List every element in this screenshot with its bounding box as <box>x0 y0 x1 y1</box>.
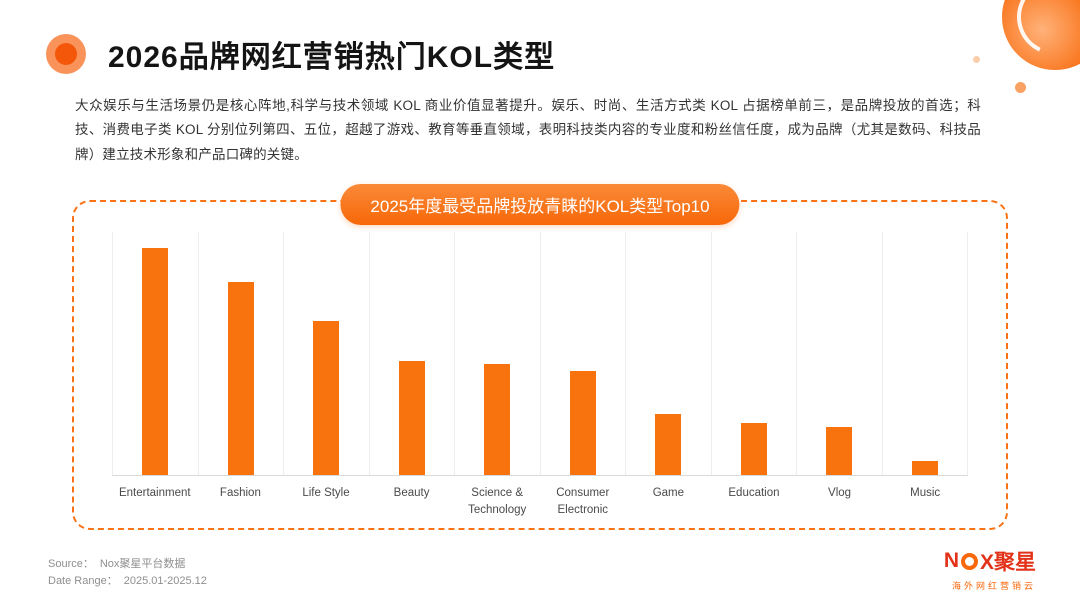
source-row: Source： Nox聚星平台数据 <box>48 556 207 573</box>
chart-cell-music <box>881 232 968 475</box>
chart-cell-science-technology <box>454 232 540 475</box>
chart-cell-life-style <box>283 232 369 475</box>
chart-label-science-technology: Science & Technology <box>468 487 527 517</box>
bar-entertainment <box>142 247 169 475</box>
chart-cell-fashion <box>197 232 284 475</box>
decoration-dot <box>1015 82 1026 93</box>
decoration-dot-small <box>973 56 980 63</box>
source-value: Nox聚星平台数据 <box>99 557 186 570</box>
chart-cell-consumer-electronic <box>539 232 626 475</box>
chart-cell-beauty <box>368 232 455 475</box>
bar-consumer-electronic <box>569 370 596 475</box>
bar-chart: Entertainment Fashion Life Style Beauty Scie… <box>112 232 968 520</box>
chart-label-entertainment: Entertainment <box>118 487 191 499</box>
intro-paragraph: 大众娱乐与生活场景仍是核心阵地,科学与技术领域 KOL 商业价值显著提升。娱乐、… <box>75 98 981 162</box>
chart-label-education: Education <box>728 487 780 499</box>
title-bullet-icon <box>46 34 86 74</box>
bar-chart-labels: Entertainment Fashion Life Style Beauty Scie… <box>112 476 968 520</box>
logo-suffix: X聚星 <box>979 551 1036 574</box>
footer: Source： Nox聚星平台数据 Date Range： 2025.01-2025… <box>48 556 207 590</box>
bar-music <box>911 461 938 475</box>
date-range-value: 2025.01-2025.12 <box>123 574 207 587</box>
chart-label-vlog: Vlog <box>828 487 852 499</box>
bar-science-technology <box>484 363 511 475</box>
bar-education <box>740 422 767 475</box>
bar-life-style <box>313 320 340 475</box>
chart-label-music: Music <box>910 487 941 499</box>
chart-label-life-style: Life Style <box>302 487 350 499</box>
brand-logo-text: N X聚星 <box>944 546 1036 576</box>
brand-logo: N X聚星 海外网红营销云 <box>944 546 1036 592</box>
bar-beauty <box>398 361 425 475</box>
bar-chart-plot <box>112 232 968 476</box>
bar-vlog <box>826 427 853 475</box>
chart-cell-education <box>710 232 797 475</box>
chart-title-badge: 2025年度最受品牌投放青睐的KOL类型Top10 <box>340 184 740 225</box>
page-title: 2026品牌网红营销热门KOL类型 <box>108 41 556 74</box>
brand-tagline: 海外网红营销云 <box>951 581 1036 591</box>
chart-label-beauty: Beauty <box>393 487 430 499</box>
logo-o-ring-icon <box>960 552 978 570</box>
chart-panel: 2025年度最受品牌投放青睐的KOL类型Top10 Entertainment F… <box>72 184 1008 530</box>
chart-cell-vlog <box>796 232 882 475</box>
date-range-row: Date Range： 2025.01-2025.12 <box>48 573 207 590</box>
header: 2026品牌网红营销热门KOL类型 <box>0 0 1080 76</box>
chart-label-game: Game <box>652 487 685 499</box>
chart-label-fashion: Fashion <box>219 487 261 499</box>
date-range-label: Date Range： <box>48 574 118 587</box>
source-label: Source： <box>48 557 94 570</box>
logo-letter-n: N <box>943 549 959 572</box>
chart-cell-game <box>625 232 711 475</box>
bar-fashion <box>227 281 254 475</box>
chart-label-consumer-electronic: Consumer Electronic <box>556 487 610 517</box>
chart-cell-entertainment <box>112 232 198 475</box>
bar-game <box>655 413 682 475</box>
